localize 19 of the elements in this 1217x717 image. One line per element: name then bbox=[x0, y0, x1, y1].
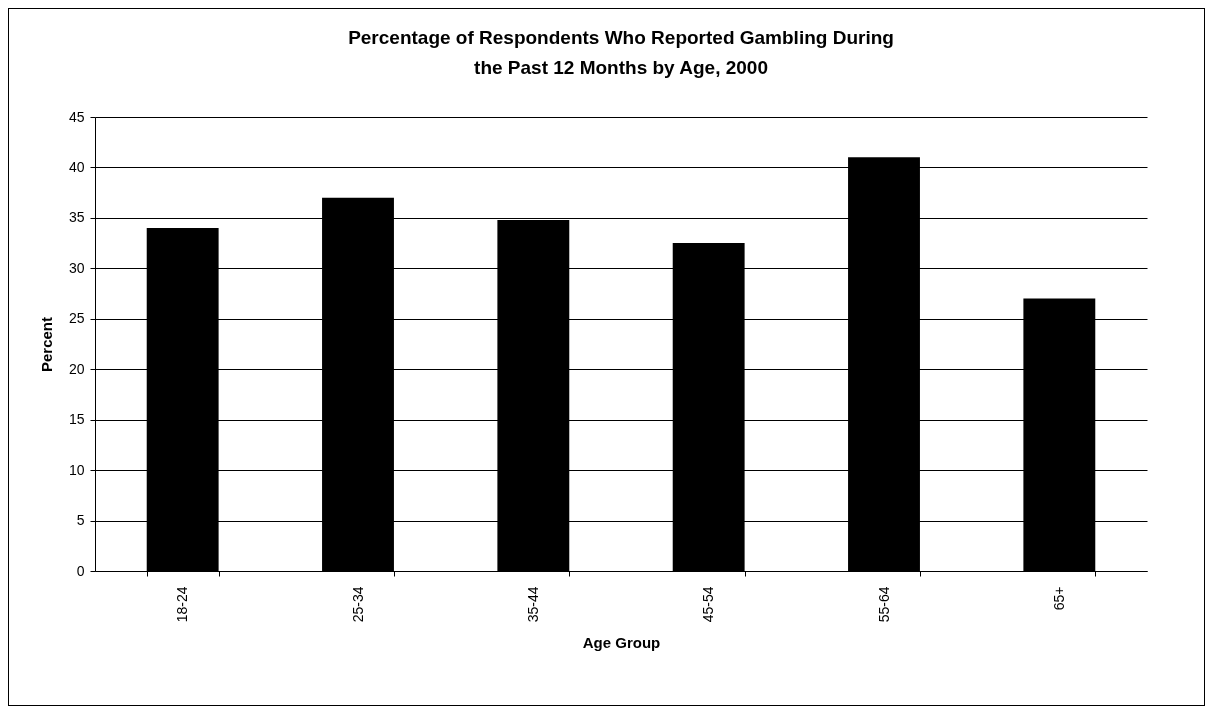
chart-title: Percentage of Respondents Who Reported Gambling During the Past 12 Months by Age, 2000 bbox=[348, 27, 894, 78]
x-tick-label: 35-44 bbox=[524, 586, 541, 623]
x-tick-label: 65+ bbox=[1050, 586, 1067, 611]
y-tick-label: 40 bbox=[68, 158, 85, 175]
x-tick-label: 55-64 bbox=[875, 586, 892, 623]
y-tick-label: 5 bbox=[76, 512, 85, 529]
y-tick-label: 45 bbox=[68, 108, 85, 125]
y-tick-label: 25 bbox=[68, 310, 85, 327]
y-tick-label: 35 bbox=[68, 209, 85, 226]
x-axis-title: Age Group bbox=[582, 634, 661, 652]
x-tick-label: 45-54 bbox=[700, 586, 717, 623]
y-tick-label: 10 bbox=[68, 461, 85, 478]
x-tick-label: 18-24 bbox=[174, 586, 191, 623]
x-tick-label: 25-34 bbox=[349, 586, 366, 623]
y-tick-label: 20 bbox=[68, 360, 85, 377]
y-axis-title: Percent bbox=[37, 316, 55, 373]
y-tick-label: 30 bbox=[68, 259, 85, 276]
y-tick-label: 0 bbox=[76, 562, 85, 579]
y-tick-label: 15 bbox=[68, 411, 85, 428]
